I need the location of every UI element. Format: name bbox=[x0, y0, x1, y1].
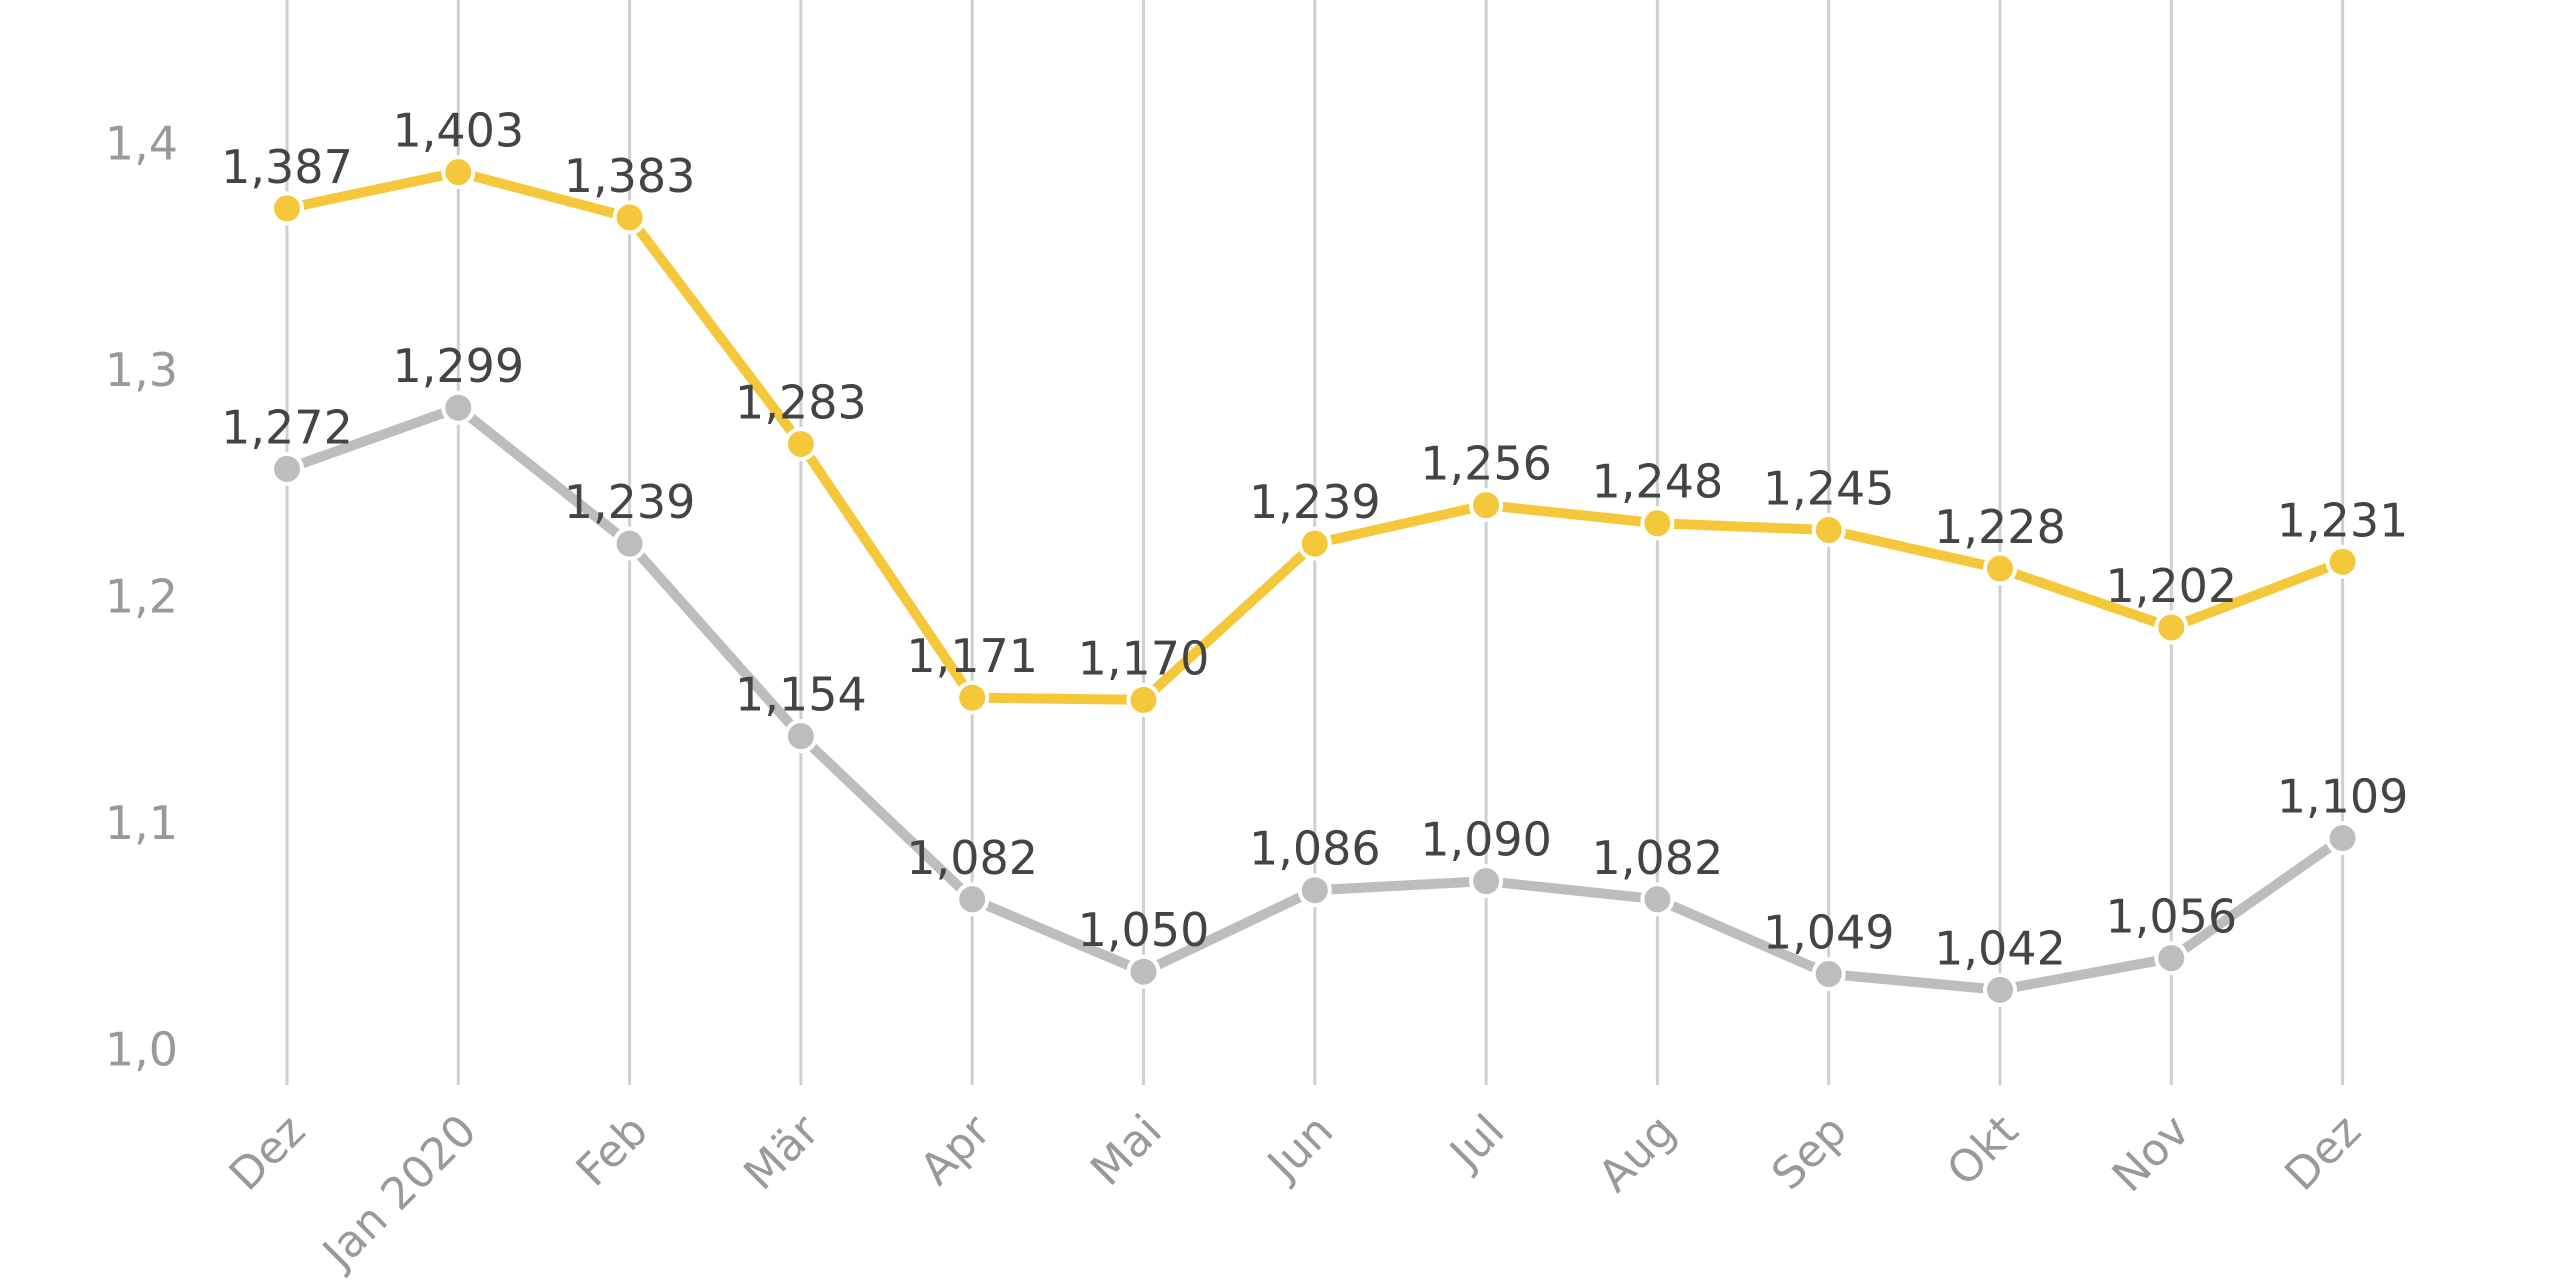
data-label: 1,086 bbox=[1249, 822, 1381, 876]
x-tick-label: Nov bbox=[2103, 1105, 2200, 1202]
data-label: 1,049 bbox=[1763, 906, 1895, 960]
data-label: 1,239 bbox=[564, 475, 696, 529]
data-point bbox=[955, 680, 990, 715]
data-point bbox=[2154, 610, 2189, 645]
data-point bbox=[1640, 882, 1675, 917]
data-label: 1,202 bbox=[2105, 559, 2237, 613]
x-tick-label: Aug bbox=[1589, 1105, 1686, 1202]
data-point bbox=[1983, 551, 2017, 586]
data-label: 1,299 bbox=[392, 339, 524, 393]
data-label: 1,056 bbox=[2105, 890, 2237, 944]
data-point bbox=[955, 882, 990, 917]
data-label: 1,090 bbox=[1420, 813, 1552, 867]
data-label: 1,170 bbox=[1078, 631, 1210, 685]
data-label: 1,109 bbox=[2277, 770, 2409, 824]
x-tick-label: Jul bbox=[1439, 1105, 1515, 1181]
data-label: 1,171 bbox=[906, 629, 1038, 683]
data-label: 1,248 bbox=[1592, 455, 1724, 509]
x-tick-label: Mär bbox=[734, 1105, 829, 1200]
data-point bbox=[1640, 506, 1675, 541]
data-point bbox=[441, 390, 476, 425]
data-label: 1,082 bbox=[906, 831, 1038, 885]
data-point bbox=[1983, 972, 2017, 1007]
data-point bbox=[1126, 682, 1161, 717]
data-label: 1,154 bbox=[735, 668, 867, 722]
y-tick-label: 1,1 bbox=[105, 796, 178, 850]
data-point bbox=[270, 191, 304, 226]
y-tick-label: 1,3 bbox=[105, 343, 178, 397]
x-tick-label: Dez bbox=[2275, 1105, 2370, 1200]
y-tick-label: 1,4 bbox=[105, 116, 178, 170]
data-point bbox=[783, 719, 818, 754]
data-point bbox=[1811, 957, 1846, 992]
data-point bbox=[783, 426, 818, 461]
data-point bbox=[2325, 821, 2360, 856]
x-tick-label: Sep bbox=[1762, 1105, 1857, 1200]
x-tick-label: Feb bbox=[567, 1105, 658, 1196]
x-tick-label: Dez bbox=[220, 1105, 315, 1200]
data-point bbox=[441, 155, 476, 190]
data-label: 1,403 bbox=[392, 104, 524, 158]
data-point bbox=[1297, 526, 1332, 561]
data-point bbox=[1469, 488, 1504, 523]
data-point bbox=[2325, 544, 2360, 579]
y-tick-label: 1,0 bbox=[105, 1023, 178, 1077]
data-point bbox=[1297, 873, 1332, 908]
data-point bbox=[1811, 513, 1846, 548]
data-label: 1,256 bbox=[1420, 437, 1552, 491]
data-point bbox=[270, 451, 304, 486]
x-tick-label: Apr bbox=[911, 1105, 1002, 1196]
data-label: 1,082 bbox=[1592, 831, 1724, 885]
data-point bbox=[1469, 864, 1504, 899]
x-tick-label: Jan 2020 bbox=[311, 1105, 486, 1280]
data-point bbox=[1126, 954, 1161, 989]
data-point bbox=[612, 200, 647, 235]
data-label: 1,245 bbox=[1763, 462, 1895, 516]
data-label: 1,387 bbox=[221, 140, 353, 194]
x-tick-label: Okt bbox=[1937, 1105, 2028, 1196]
x-tick-label: Jun bbox=[1256, 1105, 1343, 1192]
data-label: 1,228 bbox=[1934, 500, 2066, 554]
data-label: 1,239 bbox=[1249, 475, 1381, 529]
data-label: 1,272 bbox=[221, 400, 353, 454]
data-label: 1,231 bbox=[2277, 493, 2409, 547]
y-tick-label: 1,2 bbox=[105, 569, 178, 623]
data-label: 1,042 bbox=[1934, 921, 2066, 975]
data-label: 1,050 bbox=[1078, 903, 1210, 957]
data-point bbox=[612, 526, 647, 561]
data-label: 1,283 bbox=[735, 375, 867, 429]
data-label: 1,383 bbox=[564, 149, 696, 203]
x-tick-label: Mai bbox=[1081, 1105, 1172, 1196]
data-point bbox=[2154, 941, 2189, 976]
